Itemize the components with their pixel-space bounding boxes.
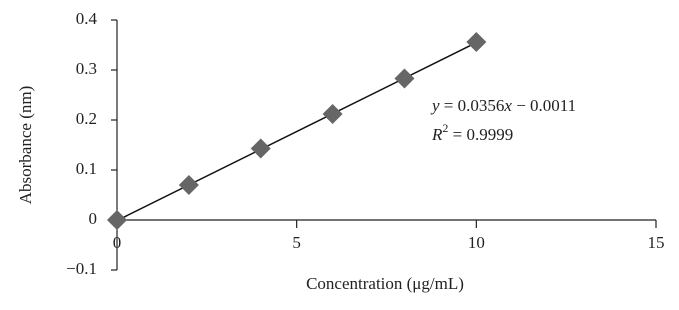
r-squared: R2 = 0.9999 [431,121,513,144]
x-tick-label: 5 [292,233,301,252]
point [250,138,271,159]
point [466,32,487,52]
equation: y = 0.0356x − 0.0011 [430,96,576,115]
trendline [116,41,477,222]
point [394,68,415,89]
y-tick-label: 0.2 [76,109,97,128]
point [322,104,343,124]
equation-part: − 0.0011 [512,96,576,115]
equation-part: = 0.0356 [440,96,505,115]
y-axis-title: Absorbance (nm) [16,86,35,205]
equation-part: y [430,96,440,115]
r-squared-part: R [431,125,443,144]
y-tick-label: 0.4 [76,9,98,28]
y-tick-label: 0.3 [76,59,97,78]
x-tick-label: 10 [468,233,485,252]
y-tick-label: 0.1 [76,159,97,178]
y-tick-label: 0 [89,209,98,228]
x-tick-label: 0 [113,233,122,252]
equation-part: x [503,96,512,115]
r-squared-part: 2 [442,121,448,135]
r-squared-part: = 0.9999 [448,125,513,144]
x-axis-title: Concentration (μg/mL) [306,274,464,293]
y-tick-label: −0.1 [66,259,97,278]
point [178,175,199,195]
x-tick-label: 15 [648,233,665,252]
point [107,210,127,230]
